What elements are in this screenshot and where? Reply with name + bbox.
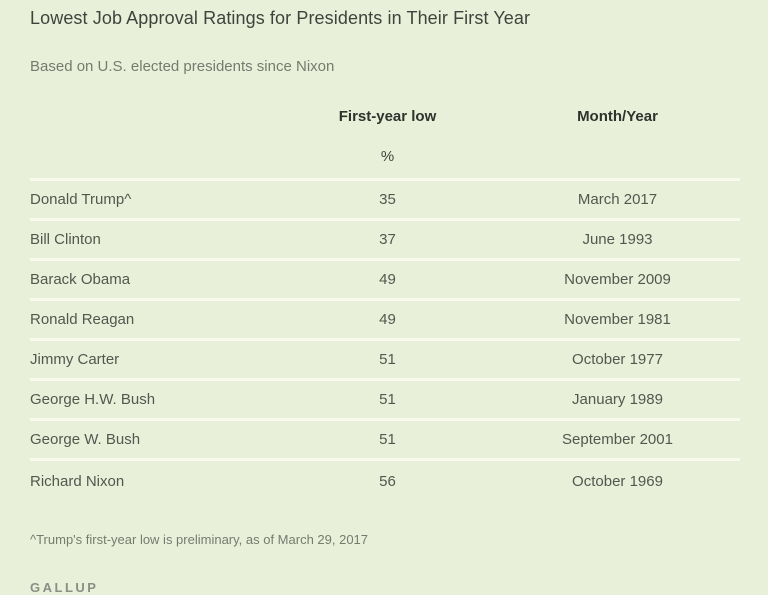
table-header-row: First-year low Month/Year <box>30 108 740 125</box>
month-year-value: January 1989 <box>572 391 663 408</box>
table-unit-row: % <box>30 148 740 181</box>
table-row: Jimmy Carter 51 October 1977 <box>30 341 740 381</box>
header-first-year-low: First-year low <box>338 108 437 125</box>
president-name: Donald Trump^ <box>30 191 132 208</box>
page-title: Lowest Job Approval Ratings for Presiden… <box>30 8 531 28</box>
month-year-value: September 2001 <box>562 431 673 448</box>
president-name: George H.W. Bush <box>30 391 156 408</box>
footnote: ^Trump's first-year low is preliminary, … <box>30 532 369 547</box>
first-year-low-value: 49 <box>379 271 396 288</box>
page-subtitle: Based on U.S. elected presidents since N… <box>30 58 335 75</box>
month-year-value: November 1981 <box>564 311 671 328</box>
table-row: George H.W. Bush 51 January 1989 <box>30 381 740 421</box>
president-name: Ronald Reagan <box>30 311 135 328</box>
month-year-value: June 1993 <box>582 231 653 248</box>
month-year-value: November 2009 <box>564 271 671 288</box>
first-year-low-value: 51 <box>379 351 396 368</box>
president-name: George W. Bush <box>30 431 141 448</box>
table-row: Bill Clinton 37 June 1993 <box>30 221 740 261</box>
table-row: George W. Bush 51 September 2001 <box>30 421 740 461</box>
table-row: Richard Nixon 56 October 1969 <box>30 461 740 501</box>
first-year-low-value: 51 <box>379 391 396 408</box>
president-name: Bill Clinton <box>30 231 101 248</box>
first-year-low-value: 56 <box>379 472 396 490</box>
first-year-low-value: 37 <box>379 231 396 248</box>
month-year-value: October 1969 <box>572 472 663 490</box>
table-row: Ronald Reagan 49 November 1981 <box>30 301 740 341</box>
first-year-low-value: 51 <box>379 431 396 448</box>
president-name: Richard Nixon <box>30 472 125 490</box>
president-name: Barack Obama <box>30 271 131 288</box>
percent-unit-label: % <box>380 148 395 165</box>
gallup-source-label: GALLUP <box>30 580 99 595</box>
table-row: Donald Trump^ 35 March 2017 <box>30 181 740 221</box>
president-name: Jimmy Carter <box>30 351 120 368</box>
month-year-value: March 2017 <box>577 191 658 208</box>
first-year-low-value: 49 <box>379 311 396 328</box>
table-row: Barack Obama 49 November 2009 <box>30 261 740 301</box>
month-year-value: October 1977 <box>572 351 663 368</box>
first-year-low-value: 35 <box>379 191 396 208</box>
approval-table: First-year low Month/Year % Donald Trump… <box>30 108 740 501</box>
header-month-year: Month/Year <box>577 108 658 125</box>
